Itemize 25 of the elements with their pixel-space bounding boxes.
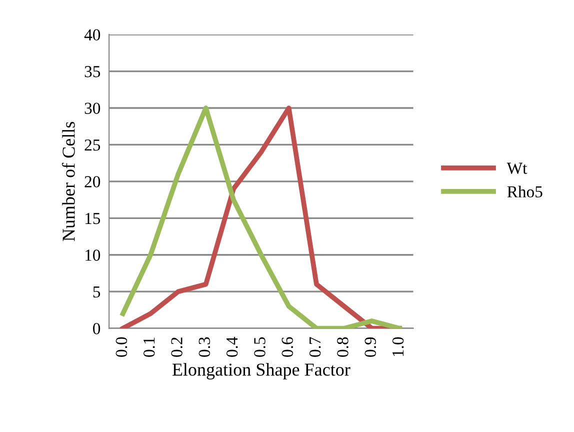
y-tick-label: 30 xyxy=(84,102,100,114)
x-tick-label: 0.8 xyxy=(337,337,348,357)
legend-label: Rho5 xyxy=(507,186,542,198)
y-tick-label: 20 xyxy=(84,176,100,188)
x-axis-title: Elongation Shape Factor xyxy=(172,363,350,380)
x-tick-label: 0.9 xyxy=(364,337,376,357)
x-tick-label: 0.1 xyxy=(143,338,155,357)
x-tick-label: 0.7 xyxy=(309,337,321,357)
y-tick-label: 15 xyxy=(86,212,100,224)
x-tick-label: 0.2 xyxy=(171,338,182,357)
x-tick-label: 1.0 xyxy=(392,337,404,356)
x-tick-label: 0.0 xyxy=(116,337,128,357)
y-axis-title: Number of Cells xyxy=(62,122,75,242)
y-tick-label: 5 xyxy=(93,286,100,298)
x-tick-label: 0.4 xyxy=(226,336,238,357)
x-tick-label: 0.5 xyxy=(254,337,266,357)
y-tick-label: 0 xyxy=(93,323,100,334)
legend-label: Wt xyxy=(506,162,528,174)
y-tick-label: 10 xyxy=(86,250,100,261)
x-tick-label: 0.3 xyxy=(198,337,210,357)
y-tick-label: 40 xyxy=(84,29,100,41)
y-tick-label: 35 xyxy=(84,66,100,78)
line-series xyxy=(120,106,402,328)
y-tick-label: 25 xyxy=(84,139,100,151)
x-tick-label: 0.6 xyxy=(282,337,294,357)
